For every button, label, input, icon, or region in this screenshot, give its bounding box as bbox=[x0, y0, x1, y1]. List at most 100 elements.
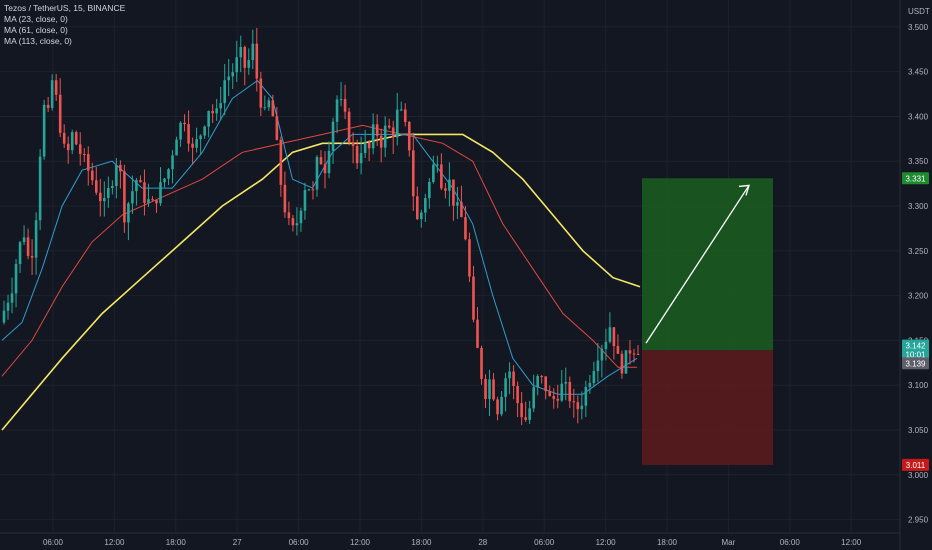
candle-body[interactable] bbox=[624, 350, 628, 374]
candle-body[interactable] bbox=[30, 256, 34, 258]
candle-body[interactable] bbox=[195, 139, 198, 148]
candle-body[interactable] bbox=[22, 237, 26, 243]
candle-body[interactable] bbox=[492, 379, 495, 400]
candle-body[interactable] bbox=[367, 142, 371, 149]
candle-body[interactable] bbox=[167, 169, 170, 179]
candle-body[interactable] bbox=[504, 378, 507, 397]
candle-body[interactable] bbox=[604, 341, 608, 350]
candle-body[interactable] bbox=[327, 150, 331, 174]
candle-body[interactable] bbox=[275, 116, 279, 140]
candle-body[interactable] bbox=[584, 386, 588, 406]
candle-body[interactable] bbox=[460, 202, 463, 218]
candle-body[interactable] bbox=[50, 80, 54, 108]
candle-body[interactable] bbox=[596, 360, 600, 372]
candle-body[interactable] bbox=[279, 139, 283, 185]
candle-body[interactable] bbox=[131, 191, 134, 204]
candle-body[interactable] bbox=[143, 182, 146, 203]
candle-body[interactable] bbox=[247, 60, 251, 68]
candle-body[interactable] bbox=[123, 171, 126, 223]
target-arrow[interactable] bbox=[645, 184, 750, 344]
candle-body[interactable] bbox=[512, 371, 515, 387]
candle-body[interactable] bbox=[271, 100, 275, 117]
candle-body[interactable] bbox=[267, 100, 271, 108]
candle-body[interactable] bbox=[552, 396, 556, 399]
candle-body[interactable] bbox=[6, 302, 10, 311]
ma61-legend[interactable]: MA (61, close, 0) bbox=[4, 25, 68, 35]
candle-body[interactable] bbox=[307, 189, 311, 191]
candle-body[interactable] bbox=[576, 402, 580, 410]
candle-body[interactable] bbox=[444, 188, 447, 191]
time-axis[interactable]: 06:00 12:00 18:00 27 06:00 12:00 18:00 28 06:00 1… bbox=[43, 538, 862, 547]
candle-body[interactable] bbox=[403, 109, 407, 122]
candle-body[interactable] bbox=[78, 144, 82, 154]
candle-body[interactable] bbox=[524, 417, 527, 420]
candle-body[interactable] bbox=[323, 164, 327, 174]
candle-body[interactable] bbox=[520, 403, 523, 418]
candle-body[interactable] bbox=[472, 276, 475, 320]
candle-body[interactable] bbox=[375, 124, 379, 136]
candle-body[interactable] bbox=[34, 220, 38, 258]
candle-body[interactable] bbox=[484, 378, 487, 400]
candle-body[interactable] bbox=[203, 126, 206, 136]
candle-body[interactable] bbox=[74, 132, 78, 145]
candle-body[interactable] bbox=[608, 327, 612, 342]
candle-body[interactable] bbox=[387, 125, 391, 128]
candle-body[interactable] bbox=[179, 122, 182, 140]
candle-body[interactable] bbox=[299, 210, 303, 224]
candle-body[interactable] bbox=[544, 376, 548, 392]
candle-body[interactable] bbox=[632, 353, 636, 355]
candle-body[interactable] bbox=[38, 156, 42, 221]
candle-body[interactable] bbox=[371, 124, 375, 149]
candle-body[interactable] bbox=[211, 111, 214, 114]
candle-body[interactable] bbox=[99, 192, 102, 202]
candle-body[interactable] bbox=[319, 157, 323, 165]
candle-body[interactable] bbox=[383, 125, 387, 148]
candle-body[interactable] bbox=[191, 143, 194, 148]
candle-body[interactable] bbox=[560, 383, 564, 401]
candle-body[interactable] bbox=[480, 347, 483, 379]
candle-body[interactable] bbox=[568, 381, 572, 402]
candle-body[interactable] bbox=[183, 122, 186, 125]
candle-body[interactable] bbox=[476, 319, 479, 348]
candle-body[interactable] bbox=[432, 164, 435, 183]
candle-body[interactable] bbox=[187, 124, 190, 144]
candle-body[interactable] bbox=[215, 108, 218, 114]
candle-body[interactable] bbox=[10, 293, 14, 303]
candle-body[interactable] bbox=[620, 353, 624, 374]
candle-body[interactable] bbox=[219, 103, 222, 109]
candle-body[interactable] bbox=[171, 155, 174, 170]
candle-body[interactable] bbox=[311, 189, 315, 191]
candle-body[interactable] bbox=[516, 386, 519, 404]
candle-body[interactable] bbox=[315, 157, 319, 190]
stop-zone[interactable] bbox=[642, 350, 773, 465]
candle-body[interactable] bbox=[536, 376, 539, 388]
candle-body[interactable] bbox=[540, 376, 543, 378]
candle-body[interactable] bbox=[255, 43, 259, 79]
candle-body[interactable] bbox=[46, 104, 50, 108]
candle-body[interactable] bbox=[436, 164, 439, 166]
position-zones[interactable] bbox=[642, 178, 773, 465]
candle-body[interactable] bbox=[139, 180, 142, 183]
candle-body[interactable] bbox=[287, 212, 291, 219]
candle-body[interactable] bbox=[111, 186, 114, 189]
candle-body[interactable] bbox=[135, 180, 138, 192]
candle-body[interactable] bbox=[464, 217, 467, 240]
candle-body[interactable] bbox=[90, 170, 94, 181]
candle-body[interactable] bbox=[199, 135, 202, 140]
candle-body[interactable] bbox=[468, 239, 471, 277]
candle-body[interactable] bbox=[70, 132, 74, 151]
candle-body[interactable] bbox=[564, 381, 568, 384]
target-zone[interactable] bbox=[642, 178, 773, 351]
candle-body[interactable] bbox=[207, 111, 210, 127]
candle-body[interactable] bbox=[411, 150, 415, 197]
candle-body[interactable] bbox=[572, 401, 576, 403]
candle-body[interactable] bbox=[580, 405, 584, 410]
candle-body[interactable] bbox=[54, 80, 58, 95]
candle-body[interactable] bbox=[528, 408, 531, 420]
candle-body[interactable] bbox=[343, 99, 347, 112]
candle-body[interactable] bbox=[407, 121, 411, 151]
candle-body[interactable] bbox=[616, 346, 620, 354]
candle-body[interactable] bbox=[239, 46, 243, 58]
candle-body[interactable] bbox=[115, 165, 118, 187]
